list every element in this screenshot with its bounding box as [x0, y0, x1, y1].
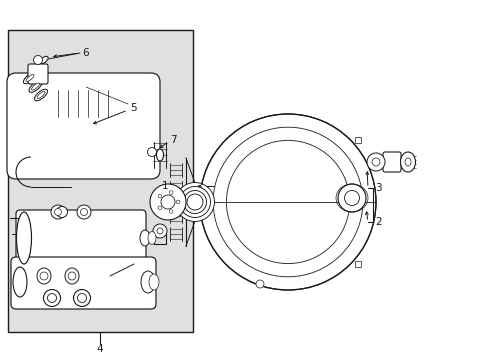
- FancyBboxPatch shape: [16, 210, 146, 266]
- Ellipse shape: [148, 231, 156, 244]
- Circle shape: [147, 148, 156, 157]
- Circle shape: [43, 289, 61, 306]
- Text: 1: 1: [161, 181, 168, 191]
- Circle shape: [157, 228, 163, 234]
- Circle shape: [256, 280, 264, 288]
- Ellipse shape: [13, 267, 27, 297]
- Circle shape: [158, 206, 162, 210]
- Ellipse shape: [29, 81, 42, 92]
- Circle shape: [169, 191, 173, 194]
- Text: 6: 6: [82, 48, 88, 58]
- Circle shape: [81, 208, 87, 216]
- FancyBboxPatch shape: [382, 152, 400, 172]
- Bar: [8, 30, 193, 332]
- Ellipse shape: [40, 56, 48, 64]
- Ellipse shape: [404, 158, 410, 166]
- Circle shape: [40, 272, 48, 280]
- Circle shape: [47, 293, 57, 302]
- Ellipse shape: [31, 83, 40, 90]
- Bar: [355, 138, 361, 143]
- Ellipse shape: [65, 268, 79, 284]
- Bar: [355, 261, 361, 267]
- Circle shape: [150, 184, 185, 220]
- Circle shape: [366, 153, 384, 171]
- Circle shape: [161, 195, 175, 209]
- Ellipse shape: [26, 75, 34, 81]
- Circle shape: [179, 186, 210, 217]
- Text: 5: 5: [130, 103, 136, 113]
- Text: 4: 4: [97, 344, 103, 354]
- Circle shape: [77, 293, 86, 302]
- Ellipse shape: [156, 149, 163, 161]
- Ellipse shape: [37, 91, 45, 99]
- Ellipse shape: [34, 89, 47, 101]
- Circle shape: [176, 200, 180, 204]
- Ellipse shape: [149, 274, 159, 290]
- Text: 3: 3: [374, 183, 381, 193]
- Circle shape: [371, 158, 379, 166]
- Text: 2: 2: [374, 217, 381, 227]
- Circle shape: [183, 190, 206, 213]
- Circle shape: [169, 210, 173, 213]
- Circle shape: [51, 205, 65, 219]
- Circle shape: [153, 224, 167, 238]
- Circle shape: [200, 114, 375, 290]
- Circle shape: [175, 183, 214, 221]
- Text: 7: 7: [170, 135, 176, 145]
- Circle shape: [344, 190, 359, 206]
- Ellipse shape: [37, 268, 51, 284]
- Circle shape: [337, 184, 365, 212]
- Circle shape: [57, 207, 67, 217]
- Ellipse shape: [17, 212, 31, 264]
- Circle shape: [186, 194, 203, 210]
- Circle shape: [158, 194, 162, 198]
- FancyBboxPatch shape: [11, 257, 156, 309]
- Ellipse shape: [400, 152, 415, 172]
- FancyBboxPatch shape: [7, 73, 160, 179]
- Circle shape: [73, 289, 90, 306]
- Ellipse shape: [23, 72, 37, 84]
- Circle shape: [54, 208, 61, 216]
- FancyBboxPatch shape: [28, 64, 48, 84]
- Circle shape: [34, 55, 42, 64]
- Circle shape: [68, 272, 76, 280]
- Circle shape: [77, 205, 91, 219]
- Ellipse shape: [141, 271, 155, 293]
- Ellipse shape: [140, 230, 150, 246]
